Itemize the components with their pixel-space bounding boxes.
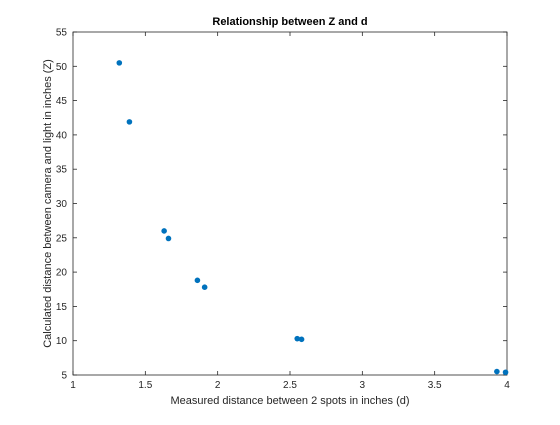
data-point <box>194 277 201 284</box>
x-tick-label: 1 <box>70 380 76 391</box>
data-point <box>298 336 305 343</box>
data-point <box>126 119 133 125</box>
chart-title: Relationship between Z and d <box>212 16 367 28</box>
y-tick-label: 30 <box>56 199 68 210</box>
y-axis: 5 10 15 20 25 30 35 40 45 50 55 <box>56 28 507 382</box>
x-tick-label: 3.5 <box>428 380 442 391</box>
x-tick-label: 3 <box>360 380 366 391</box>
y-tick-label: 45 <box>56 96 68 107</box>
data-point <box>494 368 500 375</box>
data-point <box>502 369 509 376</box>
y-tick-label: 10 <box>56 336 68 347</box>
data-point <box>116 60 123 66</box>
x-tick-label: 1.5 <box>138 380 152 391</box>
x-tick-label: 2.5 <box>283 380 297 391</box>
x-axis: 1 1.5 2 2.5 3 3.5 4 <box>70 32 510 391</box>
data-point <box>165 235 172 242</box>
y-tick-label: 25 <box>56 233 68 244</box>
data-points <box>116 60 509 376</box>
y-tick-label: 20 <box>56 268 68 279</box>
y-tick-label: 40 <box>56 130 68 141</box>
axes-box <box>72 31 508 376</box>
y-tick-label: 15 <box>56 302 68 313</box>
y-tick-label: 35 <box>56 165 68 176</box>
y-tick-label: 50 <box>56 62 68 73</box>
x-tick-label: 4 <box>504 380 510 391</box>
y-tick-label: 55 <box>56 28 68 39</box>
x-axis-label: Measured distance between 2 spots in inc… <box>170 395 409 407</box>
x-tick-label: 2 <box>215 380 221 391</box>
data-point <box>201 284 208 290</box>
data-point <box>294 335 301 342</box>
y-tick-label: 5 <box>61 371 67 382</box>
data-point <box>161 228 167 234</box>
y-axis-label: Calculated distance between camera and l… <box>42 59 54 348</box>
